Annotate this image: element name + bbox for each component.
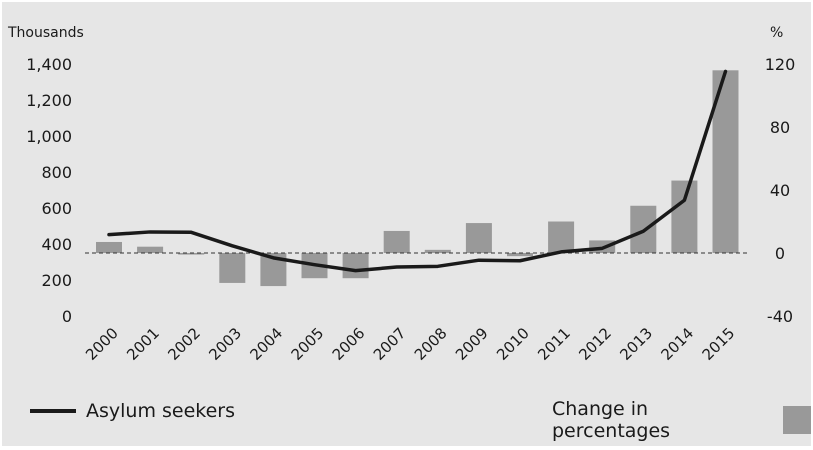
right-tick-label: 0 [775,244,785,263]
x-tick-label-2015: 2015 [699,324,739,364]
left-axis-unit-label: Thousands [7,25,84,41]
legend-asylum-seekers: Asylum seekers [30,400,235,422]
x-tick-label-2008: 2008 [411,324,451,364]
x-tick-label-2002: 2002 [164,324,204,364]
bar-2010 [507,253,533,257]
x-tick-label-2006: 2006 [329,324,369,364]
left-tick-label: 1,400 [26,55,72,74]
right-tick-label: -40 [767,307,793,326]
x-tick-label-2000: 2000 [82,324,122,364]
left-tick-label: 1,000 [26,127,72,146]
right-axis-unit-label: % [770,25,783,41]
left-tick-label: 400 [41,235,72,254]
x-axis-ticks: 2000 2001 2002 2003 2004 2005 2006 2007 2008 2009… [82,324,738,364]
bar-2001 [137,246,164,253]
bar-2006 [342,253,369,279]
x-tick-label-2012: 2012 [575,324,615,364]
legend-bar-swatch [783,406,811,434]
x-tick-label-2013: 2013 [616,324,656,364]
bar-2003 [219,253,246,283]
bar-2007 [383,230,410,253]
x-tick-label-2001: 2001 [123,324,163,364]
right-tick-label: 80 [770,118,790,137]
x-tick-label-2005: 2005 [288,324,328,364]
bar-2009 [465,223,492,253]
left-axis-ticks: 0 200 400 600 800 1,000 1,200 1,400 [26,55,72,326]
x-tick-label-2011: 2011 [534,324,574,364]
bar-2008 [424,249,451,253]
bar-2002 [178,253,205,255]
x-tick-label-2009: 2009 [452,324,492,364]
x-tick-label-2010: 2010 [493,324,533,364]
bar-2011 [548,221,575,253]
x-tick-label-2014: 2014 [657,324,697,364]
left-tick-label: 200 [41,271,72,290]
right-tick-label: 40 [770,181,790,200]
left-tick-label: 1,200 [26,91,72,110]
legend-change-in-percentages: Change in percentages [552,398,811,442]
bar-2014 [671,180,698,253]
right-axis-ticks: -40 0 40 80 120 [765,55,796,326]
x-tick-label-2004: 2004 [246,324,286,364]
left-tick-label: 0 [62,307,72,326]
x-tick-label-2007: 2007 [370,324,410,364]
asylum-seekers-line [107,69,728,273]
legend-label-asylum-seekers: Asylum seekers [86,400,236,422]
legend-line-swatch [30,409,76,413]
bar-2000 [96,241,122,253]
left-tick-label: 800 [41,163,72,182]
x-tick-label-2003: 2003 [205,324,245,364]
bar-series [96,70,739,287]
right-tick-label: 120 [765,55,796,74]
left-tick-label: 600 [41,199,72,218]
legend-label-change-in-percentages: Change in percentages [552,398,671,442]
